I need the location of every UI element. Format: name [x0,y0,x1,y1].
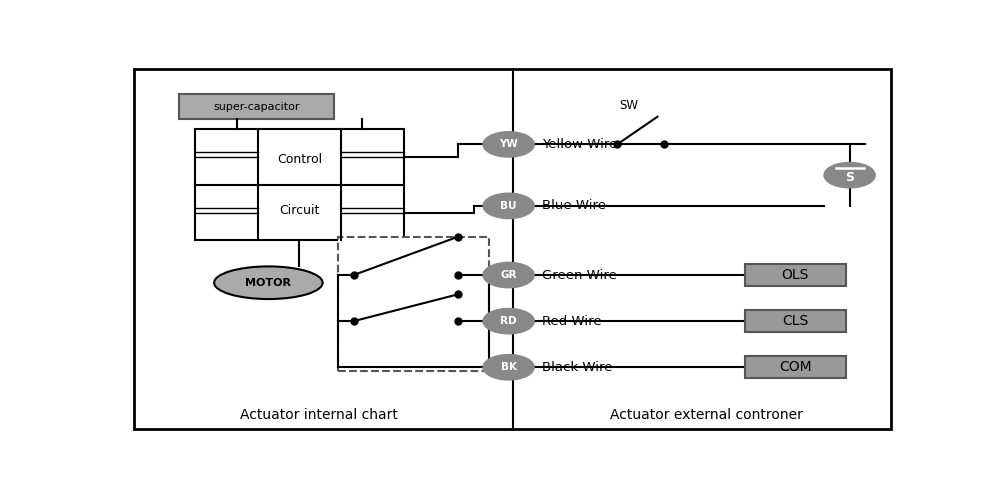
Circle shape [483,308,534,334]
Text: MOTOR: MOTOR [245,278,291,288]
Text: S: S [845,171,854,184]
Text: CLS: CLS [782,314,808,328]
Text: Actuator internal chart: Actuator internal chart [240,408,398,422]
FancyBboxPatch shape [134,69,891,429]
Text: Actuator external controner: Actuator external controner [610,408,803,422]
Text: BK: BK [501,362,517,372]
Circle shape [483,355,534,380]
Ellipse shape [214,266,323,299]
Text: Blue Wire: Blue Wire [542,200,606,213]
Text: BU: BU [500,201,517,211]
Text: SW: SW [619,99,638,112]
Text: YW: YW [499,139,518,149]
Text: Control: Control [277,153,322,166]
FancyBboxPatch shape [745,310,846,332]
Text: Green Wire: Green Wire [542,268,617,281]
Text: GR: GR [500,270,517,280]
FancyBboxPatch shape [195,129,404,241]
Text: Black Wire: Black Wire [542,361,612,374]
Text: Yellow Wire: Yellow Wire [542,138,617,151]
Text: Circuit: Circuit [279,204,320,217]
Circle shape [483,193,534,219]
Text: RD: RD [500,316,517,326]
Circle shape [483,132,534,157]
Text: super-capacitor: super-capacitor [214,102,300,112]
FancyBboxPatch shape [745,356,846,378]
Text: Red Wire: Red Wire [542,315,602,328]
Circle shape [824,163,875,188]
FancyBboxPatch shape [179,94,334,119]
Circle shape [483,262,534,288]
Text: COM: COM [779,360,812,374]
FancyBboxPatch shape [745,264,846,286]
FancyBboxPatch shape [338,237,489,371]
Text: OLS: OLS [782,268,809,282]
